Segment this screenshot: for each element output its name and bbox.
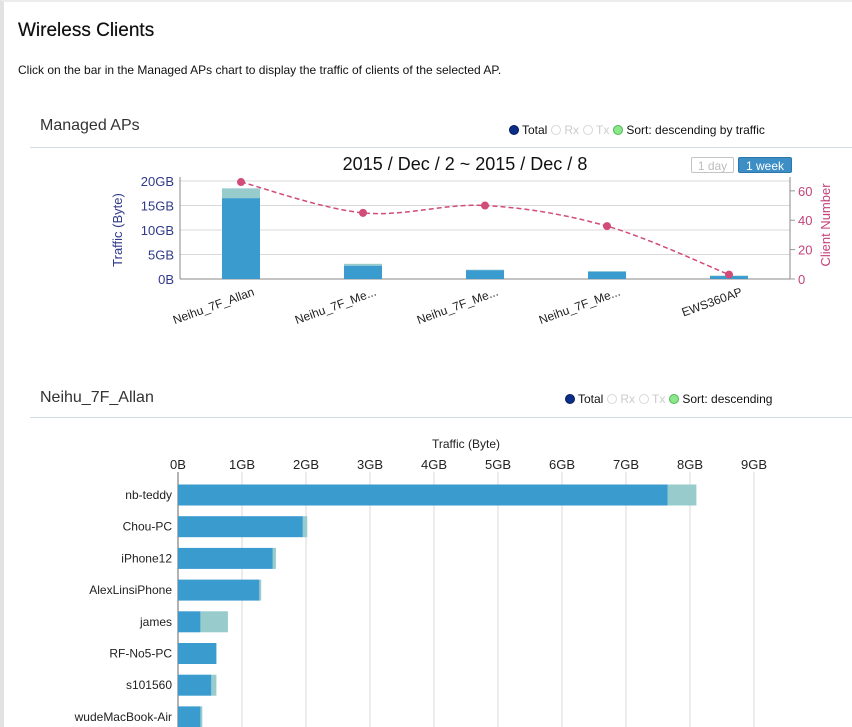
x-tick-label: 5GB bbox=[485, 457, 511, 472]
rx-radio-label[interactable]: Rx bbox=[564, 123, 580, 137]
y2-tick-label: 20 bbox=[798, 243, 812, 258]
rx-radio[interactable] bbox=[551, 125, 562, 135]
ap-bar-secondary[interactable] bbox=[344, 263, 382, 266]
client-bar-primary[interactable] bbox=[178, 516, 303, 538]
selected-ap-divider bbox=[30, 417, 852, 418]
client-bar-primary[interactable] bbox=[178, 579, 260, 601]
client-bar-secondary[interactable] bbox=[272, 547, 276, 569]
ap-bar-primary[interactable] bbox=[588, 271, 626, 279]
client-label: iPhone12 bbox=[121, 551, 172, 565]
page-title: Wireless Clients bbox=[18, 20, 155, 41]
client-bar-primary[interactable] bbox=[178, 674, 212, 696]
managed-aps-options: Total Rx Tx Sort: descending by traffic bbox=[505, 123, 765, 137]
tx-radio-label[interactable]: Tx bbox=[652, 392, 666, 406]
client-bar-secondary[interactable] bbox=[259, 579, 262, 601]
client-label: wudeMacBook-Air bbox=[74, 710, 172, 724]
y-tick-label: 10GB bbox=[141, 223, 174, 238]
client-bar-secondary[interactable] bbox=[302, 516, 308, 538]
client-bar-primary[interactable] bbox=[178, 643, 217, 664]
client-label: james bbox=[139, 615, 172, 629]
tx-radio[interactable] bbox=[639, 394, 650, 404]
chart-date-range-title: 2015 / Dec / 2 ~ 2015 / Dec / 8 bbox=[342, 154, 588, 174]
x-tick-label: Neihu_7F_Me... bbox=[537, 285, 622, 327]
x-tick-label: 0B bbox=[170, 457, 186, 472]
client-bar-primary[interactable] bbox=[178, 547, 273, 569]
x-tick-label: 4GB bbox=[421, 457, 447, 472]
rx-radio[interactable] bbox=[607, 394, 618, 404]
x-tick-label: 9GB bbox=[741, 457, 767, 472]
one-day-button[interactable]: 1 day bbox=[691, 157, 734, 173]
y2-axis-title: Client Number bbox=[818, 183, 833, 267]
y-tick-label: 5GB bbox=[148, 248, 174, 263]
client-number-point[interactable] bbox=[481, 201, 489, 210]
page-instruction: Click on the bar in the Managed APs char… bbox=[18, 63, 502, 77]
y-tick-label: 20GB bbox=[141, 174, 174, 189]
x-tick-label: 2GB bbox=[293, 457, 319, 472]
total-radio[interactable] bbox=[509, 125, 519, 135]
ap-bar-primary[interactable] bbox=[466, 270, 504, 279]
total-radio-label[interactable]: Total bbox=[522, 123, 548, 137]
managed-aps-chart[interactable]: 0B 5GB 10GB 15GB 20GB 0 20 40 60 Traffic (Byte) Cl… bbox=[0, 0, 852, 380]
client-number-point[interactable] bbox=[725, 270, 733, 279]
x-axis-title: Traffic (Byte) bbox=[432, 437, 500, 451]
client-bar-secondary[interactable] bbox=[211, 674, 217, 696]
selected-ap-options: Total Rx Tx Sort: descending bbox=[561, 392, 772, 406]
client-bar-primary[interactable] bbox=[178, 611, 201, 633]
x-tick-label: 6GB bbox=[549, 457, 575, 472]
selected-ap-title: Neihu_7F_Allan bbox=[40, 389, 154, 406]
managed-aps-title: Managed APs bbox=[40, 117, 140, 134]
y-tick-label: 15GB bbox=[141, 199, 174, 214]
client-traffic-chart[interactable]: Traffic (Byte) 0B 1GB 2GB 3GB 4GB 5GB 6GB 7GB 8GB… bbox=[0, 417, 852, 727]
one-week-button[interactable]: 1 week bbox=[738, 157, 792, 173]
client-number-point[interactable] bbox=[359, 208, 367, 217]
managed-aps-divider bbox=[30, 147, 852, 148]
x-tick-label: EWS360AP bbox=[680, 285, 744, 320]
x-tick-label: 3GB bbox=[357, 457, 383, 472]
ap-bar-primary[interactable] bbox=[222, 198, 260, 279]
x-tick-label: Neihu_7F_Allan bbox=[171, 285, 256, 327]
x-tick-label: Neihu_7F_Me... bbox=[293, 285, 378, 327]
client-bar-primary[interactable] bbox=[178, 484, 668, 506]
x-tick-label: 8GB bbox=[677, 457, 703, 472]
y2-tick-label: 40 bbox=[798, 213, 812, 228]
ap-bar-secondary[interactable] bbox=[222, 188, 260, 199]
client-label: AlexLinsiPhone bbox=[89, 583, 172, 597]
total-radio-label[interactable]: Total bbox=[578, 392, 604, 406]
ap-bar-primary[interactable] bbox=[344, 265, 382, 279]
y2-tick-label: 60 bbox=[798, 184, 812, 199]
client-bar-secondary[interactable] bbox=[667, 484, 697, 506]
sort-radio-label[interactable]: Sort: descending bbox=[682, 392, 773, 406]
x-tick-label: 1GB bbox=[229, 457, 255, 472]
client-label: s101560 bbox=[126, 678, 172, 692]
client-label: nb-teddy bbox=[125, 488, 172, 502]
sort-radio-label[interactable]: Sort: descending by traffic bbox=[626, 123, 765, 137]
sort-radio[interactable] bbox=[669, 394, 680, 404]
client-bar-primary[interactable] bbox=[178, 706, 201, 727]
rx-radio-label[interactable]: Rx bbox=[620, 392, 636, 406]
sort-radio[interactable] bbox=[613, 125, 624, 135]
y-tick-label: 0B bbox=[158, 272, 174, 287]
client-bar-secondary[interactable] bbox=[200, 706, 203, 727]
x-tick-label: 7GB bbox=[613, 457, 639, 472]
y-axis-title: Traffic (Byte) bbox=[110, 193, 125, 267]
client-number-line bbox=[240, 181, 730, 276]
x-tick-label: Neihu_7F_Me... bbox=[415, 285, 500, 327]
client-number-point[interactable] bbox=[237, 178, 245, 187]
client-number-point[interactable] bbox=[603, 222, 611, 231]
tx-radio-label[interactable]: Tx bbox=[596, 123, 610, 137]
client-label: Chou-PC bbox=[123, 520, 173, 534]
y2-tick-label: 0 bbox=[798, 272, 805, 287]
total-radio[interactable] bbox=[565, 394, 575, 404]
tx-radio[interactable] bbox=[583, 125, 594, 135]
client-bar-secondary[interactable] bbox=[200, 611, 228, 633]
client-label: RF-No5-PC bbox=[109, 647, 172, 661]
